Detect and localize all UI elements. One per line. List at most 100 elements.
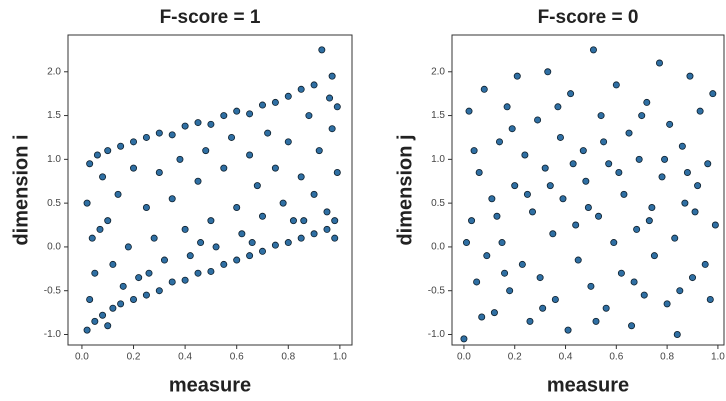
point xyxy=(709,90,717,98)
x-tick-label: 0.2 xyxy=(508,352,522,363)
point xyxy=(181,122,189,130)
point xyxy=(119,282,127,290)
point xyxy=(310,81,318,89)
x-tick-label: 1.0 xyxy=(711,352,725,363)
point xyxy=(617,269,625,277)
point xyxy=(671,234,679,242)
point xyxy=(333,103,341,111)
point xyxy=(310,190,318,198)
point xyxy=(207,267,215,275)
point xyxy=(130,164,138,172)
point xyxy=(706,295,714,303)
point xyxy=(326,94,334,102)
point xyxy=(589,46,597,54)
y-tick-label: 0.5 xyxy=(47,198,61,209)
point xyxy=(160,256,168,264)
point xyxy=(258,212,266,220)
plot-area xyxy=(67,34,353,346)
point xyxy=(130,295,138,303)
point xyxy=(551,295,559,303)
chart-title: F-score = 0 xyxy=(538,7,639,28)
point xyxy=(493,212,501,220)
x-tick-label: 0.2 xyxy=(127,352,141,363)
point xyxy=(711,221,719,229)
point xyxy=(559,195,567,203)
point xyxy=(142,133,150,141)
y-tick-label: 1.5 xyxy=(47,110,61,121)
point xyxy=(117,300,125,308)
point xyxy=(620,190,628,198)
point xyxy=(114,190,122,198)
point xyxy=(297,85,305,93)
point xyxy=(284,138,292,146)
point xyxy=(661,155,669,163)
x-axis-label: measure xyxy=(169,374,251,396)
point xyxy=(297,173,305,181)
point xyxy=(696,107,704,115)
point xyxy=(318,46,326,54)
point xyxy=(508,125,516,133)
y-tick-label: 1.5 xyxy=(431,110,445,121)
point xyxy=(194,177,202,185)
point xyxy=(194,269,202,277)
y-tick-label: 1.0 xyxy=(431,154,445,165)
point xyxy=(526,317,534,325)
point xyxy=(197,239,205,247)
point xyxy=(109,260,117,268)
point xyxy=(574,256,582,264)
point xyxy=(498,239,506,247)
point xyxy=(630,278,638,286)
point xyxy=(556,133,564,141)
point xyxy=(689,274,697,282)
point xyxy=(220,260,228,268)
point xyxy=(220,112,228,120)
point xyxy=(546,182,554,190)
y-tick-label: 0.5 xyxy=(431,198,445,209)
y-axis-label: dimension i xyxy=(10,134,32,245)
point xyxy=(271,98,279,106)
point xyxy=(511,182,519,190)
point xyxy=(480,85,488,93)
point xyxy=(645,217,653,225)
point xyxy=(258,101,266,109)
point xyxy=(109,304,117,312)
point xyxy=(181,225,189,233)
point xyxy=(523,190,531,198)
point xyxy=(597,112,605,120)
y-tick-label: -0.5 xyxy=(44,285,62,296)
y-tick-label: 0.0 xyxy=(47,242,61,253)
point xyxy=(297,234,305,242)
point xyxy=(96,225,104,233)
point xyxy=(567,90,575,98)
point xyxy=(628,322,636,330)
point xyxy=(305,112,313,120)
point xyxy=(168,278,176,286)
point xyxy=(539,304,547,312)
point xyxy=(271,241,279,249)
point xyxy=(648,204,656,212)
point xyxy=(253,182,261,190)
point xyxy=(176,155,184,163)
point xyxy=(104,217,112,225)
point xyxy=(462,239,470,247)
point xyxy=(518,260,526,268)
point xyxy=(643,98,651,106)
point xyxy=(490,309,498,317)
point xyxy=(194,119,202,127)
point xyxy=(602,304,610,312)
point xyxy=(605,160,613,168)
x-tick-label: 1.0 xyxy=(333,352,347,363)
point xyxy=(328,125,336,133)
point xyxy=(233,256,241,264)
point xyxy=(541,164,549,172)
point xyxy=(564,326,572,334)
point xyxy=(233,204,241,212)
point xyxy=(99,311,107,319)
point xyxy=(315,147,323,155)
point xyxy=(678,142,686,150)
point xyxy=(615,168,623,176)
y-tick-label: 1.0 xyxy=(47,154,61,165)
point xyxy=(145,269,153,277)
point xyxy=(289,217,297,225)
